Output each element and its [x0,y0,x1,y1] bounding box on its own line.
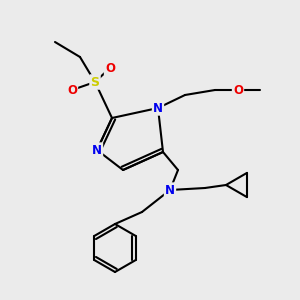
Text: O: O [233,83,243,97]
Text: N: N [153,101,163,115]
Text: O: O [105,61,115,74]
Text: O: O [67,83,77,97]
Text: N: N [165,184,175,196]
Text: S: S [91,76,100,88]
Text: N: N [92,143,102,157]
